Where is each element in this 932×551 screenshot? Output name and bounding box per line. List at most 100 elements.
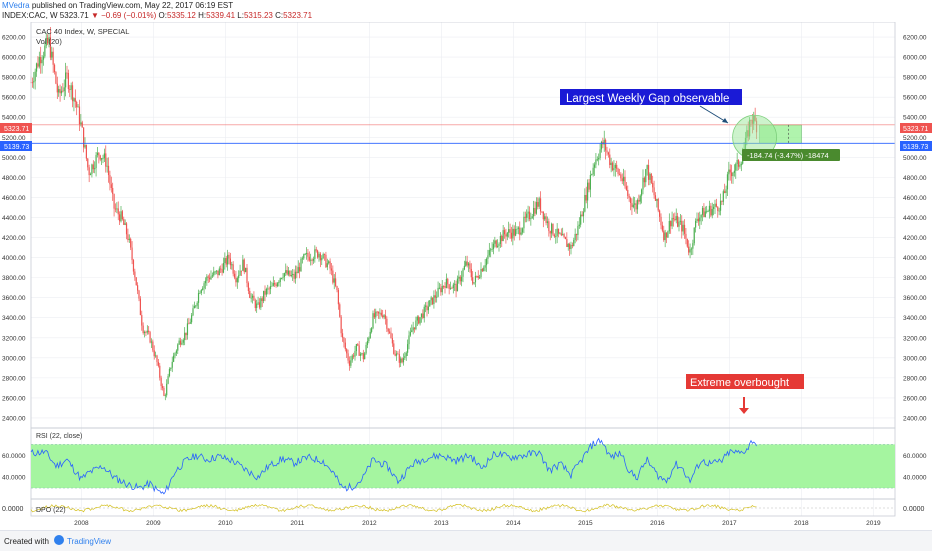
candle-body: [78, 106, 81, 125]
gap-measure-badge: [742, 149, 840, 161]
candle-body: [112, 187, 114, 195]
candle-body: [263, 290, 265, 302]
candle-body: [537, 202, 539, 207]
candle-body: [139, 298, 141, 316]
candle-body: [436, 296, 438, 298]
candle-body: [275, 284, 277, 287]
candle-body: [250, 297, 252, 299]
candle-body: [138, 290, 140, 299]
candle-body: [729, 169, 731, 173]
candle-body: [99, 155, 101, 160]
candle-body: [643, 177, 645, 183]
candle-body: [103, 153, 105, 159]
price-axis-right[interactable]: 2400.00 2600.00 2800.00 3000.00 3200.00 3400.…: [903, 35, 927, 423]
candle-body: [659, 210, 661, 217]
candle-body: [613, 168, 615, 171]
candle-body: [535, 202, 537, 214]
candle-body: [191, 315, 193, 323]
candle-body: [556, 228, 558, 237]
price-tick-label-left: 3600.00: [2, 295, 26, 302]
candle-body: [667, 231, 669, 238]
candle-body: [254, 300, 256, 309]
candle-body: [736, 159, 738, 164]
gap-price-text-right: 5139.73: [903, 144, 928, 151]
candle-body: [91, 164, 93, 174]
candle-body: [695, 221, 697, 228]
candle-body: [85, 144, 87, 159]
candle-body: [233, 273, 236, 278]
candle-body: [221, 269, 223, 273]
candle-body: [430, 297, 432, 301]
time-tick-label: 2008: [74, 520, 89, 527]
price-tick-label-left: 3800.00: [2, 275, 26, 282]
candle-body: [407, 344, 409, 353]
candle-body: [458, 276, 460, 279]
candle-body: [213, 271, 215, 276]
candle-body: [329, 261, 331, 269]
candle-body: [434, 295, 436, 298]
candle-body: [296, 271, 298, 274]
publish-info: published on TradingView.com, May 22, 20…: [31, 1, 234, 10]
candle-body: [599, 149, 601, 158]
candle-body: [160, 377, 162, 387]
candle-body: [362, 353, 364, 360]
candle-body: [505, 234, 507, 237]
candle-body: [700, 214, 702, 218]
candle-body: [481, 269, 483, 272]
candle-body: [555, 236, 557, 237]
candle-body: [423, 306, 425, 318]
candle-body: [466, 261, 468, 266]
candle-body: [236, 278, 238, 283]
candle-body: [542, 211, 544, 220]
time-axis[interactable]: 2008 2009 2010 2011 2012 2013 2014 2015 2016 2017…: [74, 520, 881, 527]
candle-body: [34, 71, 36, 82]
candle-body: [506, 232, 508, 237]
author-link[interactable]: MVedra: [2, 1, 30, 10]
candle-body: [650, 173, 652, 183]
candle-body: [425, 305, 427, 307]
candle-body: [412, 327, 414, 331]
candle-body: [488, 250, 490, 256]
time-tick-label: 2014: [506, 520, 521, 527]
candle-body: [717, 206, 719, 211]
candle-body: [285, 270, 287, 274]
candle-body: [268, 288, 270, 290]
gap-measure-text: -184.74 (-3.47%) -18474: [747, 151, 829, 160]
candle-body: [701, 207, 704, 215]
candle-body: [66, 72, 68, 74]
candle-body: [477, 276, 479, 278]
price-tick-label-left: 2800.00: [2, 375, 26, 382]
candle-body: [463, 265, 465, 270]
candle-body: [95, 155, 97, 169]
candle-body: [265, 288, 267, 295]
rsi-band: [31, 444, 895, 489]
candle-body: [634, 203, 636, 205]
candle-body: [109, 175, 111, 185]
candle-body: [638, 199, 640, 202]
candle-body: [238, 275, 240, 279]
candle-body: [623, 176, 625, 182]
tradingview-link[interactable]: TradingView: [67, 537, 112, 546]
annotation-gap-box: [560, 89, 742, 105]
candle-body: [335, 278, 337, 286]
candle-body: [527, 211, 529, 214]
candle-body: [102, 158, 104, 160]
candle-body: [588, 182, 590, 190]
candle-body: [124, 223, 126, 225]
candle-body: [386, 318, 388, 329]
candle-body: [38, 57, 40, 67]
candle-body: [235, 277, 237, 283]
candle-body: [728, 169, 730, 175]
candle-body: [737, 159, 740, 167]
price-axis-left[interactable]: 2400.00 2600.00 2800.00 3000.00 3200.00 3400.…: [2, 35, 26, 423]
candle-body: [517, 227, 519, 229]
candle-body: [171, 361, 173, 368]
candle-body: [391, 338, 393, 344]
header: MVedra published on TradingView.com, May…: [2, 0, 930, 22]
candle-body: [373, 313, 375, 318]
candle-body: [521, 228, 524, 233]
candle-body: [333, 278, 335, 283]
candle-body: [714, 203, 716, 207]
candle-body: [256, 303, 258, 309]
chart-area[interactable]: CAC 40 Index, W, SPECIAL Vol (20) 2400.0…: [0, 22, 932, 530]
